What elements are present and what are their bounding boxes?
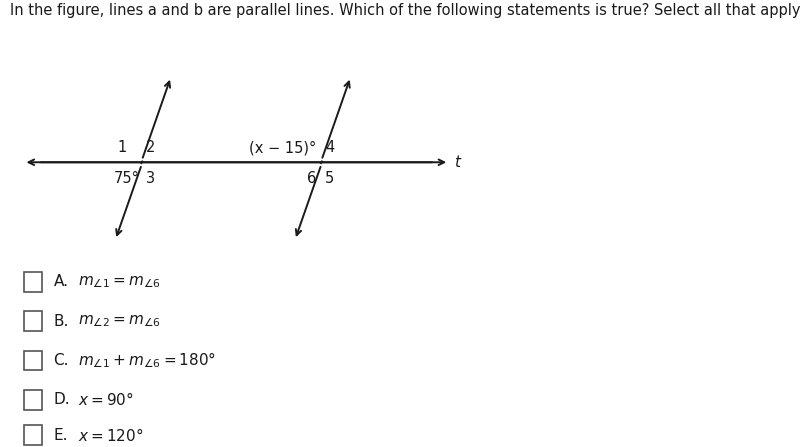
Text: 3: 3 [146, 171, 154, 186]
Text: A.: A. [54, 274, 69, 289]
Text: 2: 2 [146, 140, 155, 155]
Text: $m_{\angle 1} = m_{\angle 6}$: $m_{\angle 1} = m_{\angle 6}$ [78, 274, 161, 290]
FancyBboxPatch shape [24, 272, 42, 291]
Text: $x = 90°$: $x = 90°$ [78, 391, 134, 408]
Text: $x = 120°$: $x = 120°$ [78, 427, 143, 444]
Text: $m_{\angle 1} + m_{\angle 6} = 180°$: $m_{\angle 1} + m_{\angle 6} = 180°$ [78, 350, 216, 370]
FancyBboxPatch shape [24, 311, 42, 331]
Text: 6: 6 [307, 171, 317, 186]
Text: D.: D. [54, 392, 70, 407]
Text: 1: 1 [118, 140, 126, 155]
Text: (x − 15)°: (x − 15)° [249, 140, 316, 155]
FancyBboxPatch shape [24, 390, 42, 409]
Text: E.: E. [54, 428, 68, 443]
Text: 75°: 75° [114, 171, 139, 186]
Text: In the figure, lines a and b are parallel lines. Which of the following statemen: In the figure, lines a and b are paralle… [10, 3, 800, 18]
FancyBboxPatch shape [24, 426, 42, 445]
Text: t: t [454, 155, 460, 170]
Text: C.: C. [54, 353, 69, 368]
Text: 5: 5 [326, 171, 334, 186]
FancyBboxPatch shape [24, 350, 42, 370]
Text: 4: 4 [326, 140, 334, 155]
Text: B.: B. [54, 314, 69, 329]
Text: $m_{\angle 2} = m_{\angle 6}$: $m_{\angle 2} = m_{\angle 6}$ [78, 313, 161, 329]
